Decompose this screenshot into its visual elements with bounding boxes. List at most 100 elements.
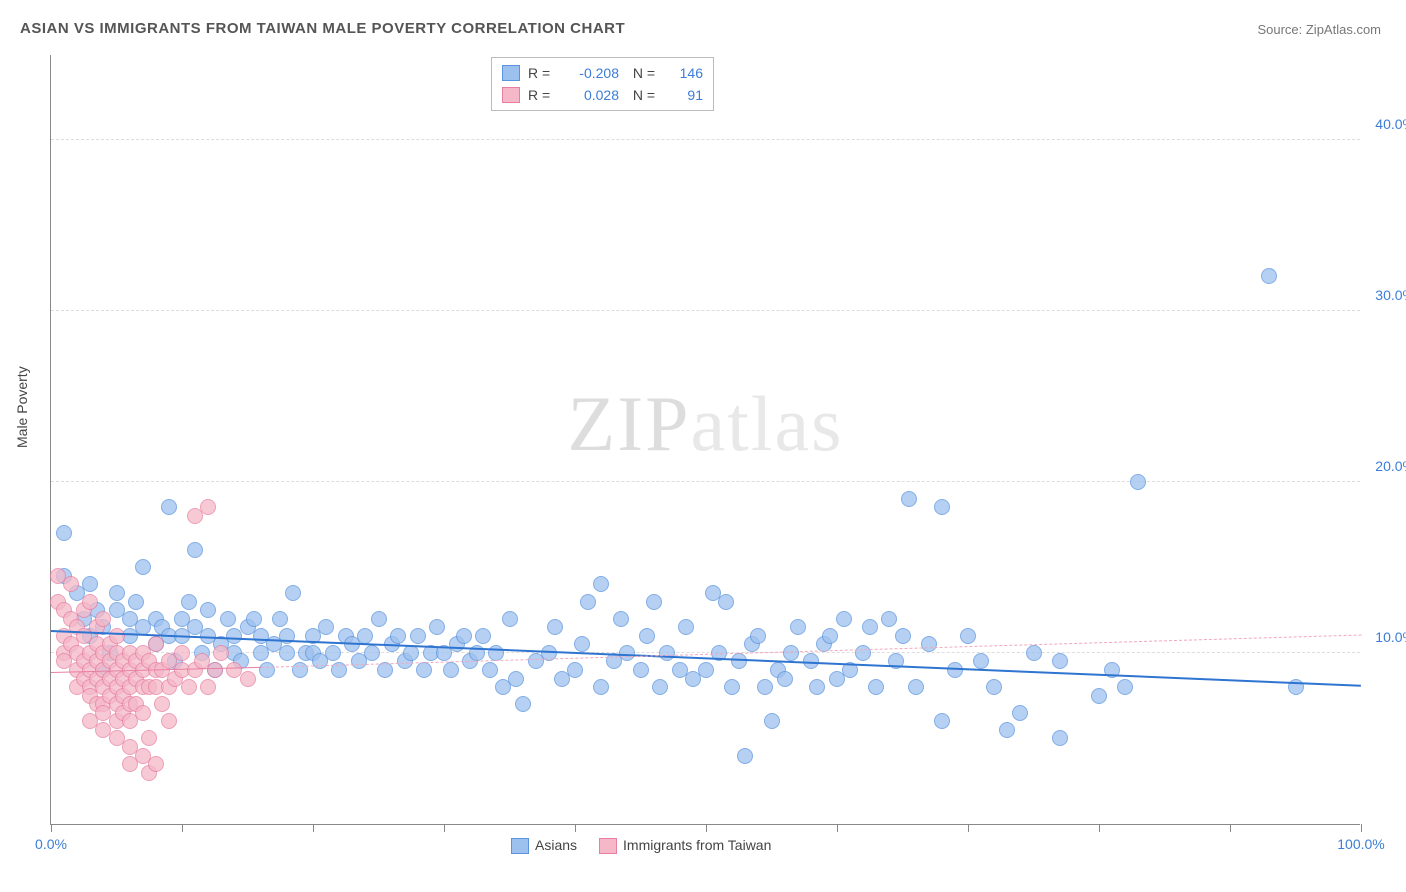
data-point bbox=[895, 628, 911, 644]
data-point bbox=[790, 619, 806, 635]
legend-row: R =0.028N =91 bbox=[502, 84, 703, 106]
gridline bbox=[51, 310, 1360, 311]
legend-n-label: N = bbox=[627, 65, 655, 81]
data-point bbox=[56, 525, 72, 541]
data-point bbox=[567, 662, 583, 678]
data-point bbox=[318, 619, 334, 635]
data-point bbox=[731, 653, 747, 669]
data-point bbox=[220, 611, 236, 627]
data-point bbox=[148, 636, 164, 652]
data-point bbox=[456, 628, 472, 644]
series-legend: Asians Immigrants from Taiwan bbox=[511, 837, 771, 854]
data-point bbox=[1052, 653, 1068, 669]
data-point bbox=[764, 713, 780, 729]
data-point bbox=[292, 662, 308, 678]
data-point bbox=[82, 594, 98, 610]
data-point bbox=[508, 671, 524, 687]
gridline bbox=[51, 481, 1360, 482]
legend-row: R =-0.208N =146 bbox=[502, 62, 703, 84]
data-point bbox=[777, 671, 793, 687]
legend-n-label: N = bbox=[627, 87, 655, 103]
data-point bbox=[1012, 705, 1028, 721]
legend-label: Asians bbox=[535, 837, 577, 853]
data-point bbox=[443, 662, 459, 678]
legend-swatch bbox=[502, 87, 520, 103]
data-point bbox=[724, 679, 740, 695]
data-point bbox=[364, 645, 380, 661]
data-point bbox=[109, 585, 125, 601]
data-point bbox=[580, 594, 596, 610]
legend-swatch bbox=[511, 838, 529, 854]
data-point bbox=[161, 713, 177, 729]
data-point bbox=[908, 679, 924, 695]
data-point bbox=[639, 628, 655, 644]
source-label: Source: ZipAtlas.com bbox=[1257, 22, 1381, 37]
data-point bbox=[633, 662, 649, 678]
ytick-label: 40.0% bbox=[1375, 116, 1406, 132]
data-point bbox=[659, 645, 675, 661]
ytick-label: 30.0% bbox=[1375, 287, 1406, 303]
data-point bbox=[678, 619, 694, 635]
data-point bbox=[128, 594, 144, 610]
xtick-label: 0.0% bbox=[35, 836, 67, 852]
legend-item: Immigrants from Taiwan bbox=[599, 837, 771, 854]
data-point bbox=[325, 645, 341, 661]
data-point bbox=[986, 679, 1002, 695]
xtick bbox=[182, 824, 183, 832]
xtick bbox=[968, 824, 969, 832]
data-point bbox=[1261, 268, 1277, 284]
plot-area: ZIPatlas R =-0.208N =146R =0.028N =91 As… bbox=[50, 55, 1360, 825]
data-point bbox=[718, 594, 734, 610]
data-point bbox=[161, 499, 177, 515]
data-point bbox=[934, 499, 950, 515]
data-point bbox=[135, 559, 151, 575]
data-point bbox=[475, 628, 491, 644]
xtick bbox=[51, 824, 52, 832]
xtick bbox=[837, 824, 838, 832]
data-point bbox=[371, 611, 387, 627]
watermark: ZIPatlas bbox=[568, 379, 844, 469]
gridline bbox=[51, 139, 1360, 140]
legend-swatch bbox=[502, 65, 520, 81]
data-point bbox=[200, 679, 216, 695]
data-point bbox=[1091, 688, 1107, 704]
data-point bbox=[1052, 730, 1068, 746]
data-point bbox=[1026, 645, 1042, 661]
data-point bbox=[1117, 679, 1133, 695]
data-point bbox=[593, 576, 609, 592]
data-point bbox=[999, 722, 1015, 738]
xtick bbox=[444, 824, 445, 832]
data-point bbox=[141, 730, 157, 746]
xtick-label: 100.0% bbox=[1337, 836, 1384, 852]
data-point bbox=[547, 619, 563, 635]
data-point bbox=[410, 628, 426, 644]
data-point bbox=[652, 679, 668, 695]
data-point bbox=[488, 645, 504, 661]
data-point bbox=[783, 645, 799, 661]
data-point bbox=[750, 628, 766, 644]
xtick bbox=[1361, 824, 1362, 832]
data-point bbox=[613, 611, 629, 627]
data-point bbox=[63, 576, 79, 592]
data-point bbox=[181, 679, 197, 695]
data-point bbox=[416, 662, 432, 678]
data-point bbox=[82, 576, 98, 592]
legend-r-label: R = bbox=[528, 65, 556, 81]
data-point bbox=[836, 611, 852, 627]
data-point bbox=[272, 611, 288, 627]
watermark-atlas: atlas bbox=[691, 380, 844, 467]
data-point bbox=[855, 645, 871, 661]
chart-title: ASIAN VS IMMIGRANTS FROM TAIWAN MALE POV… bbox=[20, 20, 625, 37]
data-point bbox=[200, 499, 216, 515]
data-point bbox=[502, 611, 518, 627]
data-point bbox=[698, 662, 714, 678]
data-point bbox=[148, 756, 164, 772]
data-point bbox=[515, 696, 531, 712]
watermark-zip: ZIP bbox=[568, 380, 691, 467]
data-point bbox=[482, 662, 498, 678]
data-point bbox=[95, 611, 111, 627]
data-point bbox=[154, 696, 170, 712]
legend-r-value: 0.028 bbox=[564, 87, 619, 103]
data-point bbox=[279, 645, 295, 661]
y-axis-label: Male Poverty bbox=[14, 366, 30, 448]
